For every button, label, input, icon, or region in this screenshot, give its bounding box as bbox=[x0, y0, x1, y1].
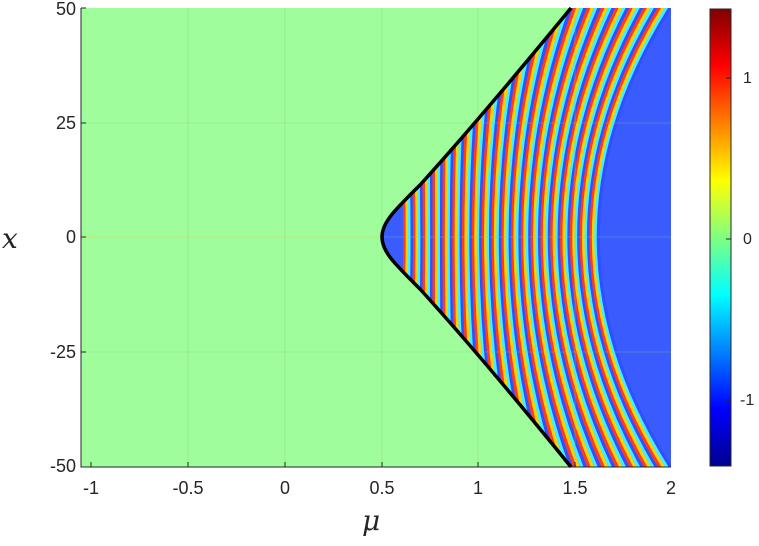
colorbar-tick-label: 0 bbox=[743, 231, 752, 248]
x-tick-label: 1 bbox=[472, 478, 483, 498]
y-axis-title: x bbox=[2, 222, 18, 255]
x-axis-title: μ bbox=[362, 504, 381, 537]
y-tick-label: 0 bbox=[65, 227, 76, 247]
x-tick-label: -1 bbox=[82, 478, 99, 498]
x-tick-label: 0.5 bbox=[369, 478, 395, 498]
x-tick-label: 1.5 bbox=[562, 478, 588, 498]
colorbar-tick-label: 1 bbox=[743, 70, 752, 87]
y-tick-label: -50 bbox=[49, 456, 76, 476]
x-tick-label: 0 bbox=[279, 478, 290, 498]
boundary-curve bbox=[380, 6, 573, 469]
x-tick-label: 2 bbox=[665, 478, 676, 498]
colorbar-tick-label: -1 bbox=[740, 392, 755, 409]
y-tick-label: -25 bbox=[49, 342, 76, 362]
y-tick-label: 50 bbox=[55, 0, 76, 19]
x-tick-label: -0.5 bbox=[172, 478, 204, 498]
colorbar bbox=[709, 8, 732, 467]
y-tick-label: 25 bbox=[55, 113, 76, 133]
